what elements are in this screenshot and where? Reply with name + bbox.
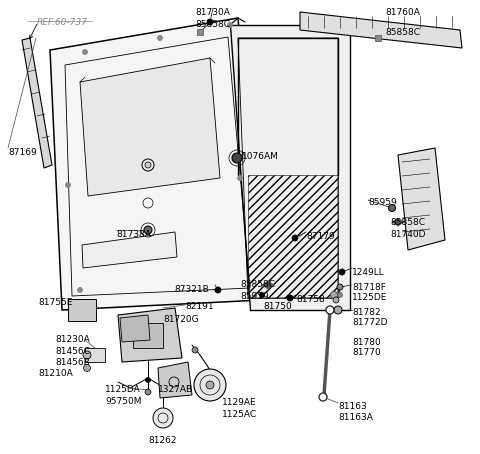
Text: 87321B: 87321B	[174, 285, 209, 294]
Circle shape	[144, 226, 152, 234]
Text: 82191: 82191	[185, 302, 214, 311]
Circle shape	[232, 153, 242, 163]
Polygon shape	[230, 25, 350, 310]
Circle shape	[228, 23, 232, 28]
Bar	[133, 322, 163, 347]
Circle shape	[84, 365, 91, 371]
Text: 81760A: 81760A	[385, 8, 420, 17]
Text: 81262: 81262	[149, 436, 177, 445]
Circle shape	[287, 295, 293, 301]
Text: 81456C: 81456C	[55, 347, 90, 356]
Polygon shape	[82, 232, 177, 268]
Text: 1076AM: 1076AM	[242, 152, 279, 161]
Text: 81782: 81782	[352, 308, 381, 317]
Circle shape	[194, 369, 226, 401]
Circle shape	[319, 393, 327, 401]
Circle shape	[83, 351, 91, 359]
Circle shape	[157, 35, 163, 40]
Polygon shape	[118, 308, 182, 362]
Text: 1327AB: 1327AB	[158, 385, 193, 394]
Text: 81163A: 81163A	[338, 413, 373, 422]
Circle shape	[292, 235, 298, 241]
Text: 81456B: 81456B	[55, 358, 90, 367]
Text: 81755E: 81755E	[38, 298, 72, 307]
Text: 1129AE: 1129AE	[222, 398, 257, 407]
Text: 81230A: 81230A	[55, 335, 90, 344]
Circle shape	[215, 287, 221, 293]
Circle shape	[207, 19, 213, 25]
Bar	[197, 29, 203, 35]
Text: 1249LL: 1249LL	[352, 268, 385, 277]
Text: 81738A: 81738A	[116, 230, 151, 239]
Text: 81718F: 81718F	[352, 283, 386, 292]
Text: 85858C: 85858C	[390, 218, 425, 227]
Polygon shape	[398, 148, 445, 250]
Text: 81772D: 81772D	[352, 318, 387, 327]
Text: 87179: 87179	[306, 232, 335, 241]
Circle shape	[337, 284, 343, 290]
Circle shape	[145, 389, 151, 395]
Text: 81780: 81780	[352, 338, 381, 347]
Text: 81770: 81770	[352, 348, 381, 357]
Text: 85959: 85959	[240, 292, 269, 301]
Circle shape	[145, 377, 151, 383]
Text: 85858C: 85858C	[195, 20, 230, 29]
Circle shape	[145, 162, 151, 168]
Text: 81750: 81750	[263, 302, 292, 311]
Polygon shape	[50, 18, 262, 310]
Text: 95750M: 95750M	[105, 397, 142, 406]
Circle shape	[339, 269, 345, 275]
Polygon shape	[300, 12, 462, 48]
Text: 81210A: 81210A	[38, 369, 73, 378]
Polygon shape	[158, 362, 192, 398]
Polygon shape	[120, 315, 150, 342]
Bar	[85, 348, 105, 362]
Text: 1125DA: 1125DA	[105, 385, 141, 394]
Polygon shape	[80, 58, 220, 196]
Circle shape	[331, 291, 337, 298]
Circle shape	[206, 381, 214, 389]
Text: 85858C: 85858C	[385, 28, 420, 37]
Circle shape	[192, 347, 198, 353]
Polygon shape	[392, 218, 404, 226]
Text: REF.60-737: REF.60-737	[37, 18, 88, 27]
Circle shape	[326, 306, 334, 314]
Circle shape	[337, 292, 343, 297]
Text: 85858C: 85858C	[240, 280, 275, 289]
Circle shape	[153, 408, 173, 428]
Text: 1125DE: 1125DE	[352, 293, 387, 302]
Text: 81720G: 81720G	[163, 315, 199, 324]
Text: 81163: 81163	[338, 402, 367, 411]
Text: 1125AC: 1125AC	[222, 410, 257, 419]
Bar	[375, 35, 381, 41]
Polygon shape	[262, 281, 274, 289]
Polygon shape	[22, 38, 52, 168]
Circle shape	[77, 287, 83, 292]
Text: 87169: 87169	[8, 148, 37, 157]
Circle shape	[333, 297, 339, 303]
Bar	[68, 299, 96, 321]
Text: 85959: 85959	[368, 198, 397, 207]
Text: 81730A: 81730A	[195, 8, 230, 17]
Circle shape	[260, 292, 264, 297]
Text: 81740D: 81740D	[390, 230, 425, 239]
Circle shape	[334, 306, 342, 314]
Circle shape	[388, 204, 396, 212]
Text: 81758: 81758	[296, 295, 325, 304]
Circle shape	[65, 183, 71, 188]
Circle shape	[238, 176, 242, 181]
Circle shape	[83, 49, 87, 54]
